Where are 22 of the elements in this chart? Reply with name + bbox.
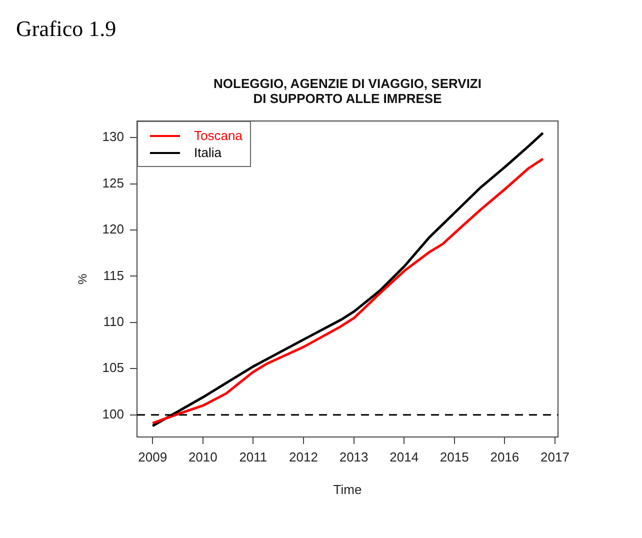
text: Grafico 1.9 [16, 16, 116, 42]
y-tick-label: 120 [102, 222, 124, 237]
x-tick-label: 2013 [339, 449, 368, 464]
y-tick-label: 100 [102, 406, 124, 422]
y-tick-label: 110 [103, 314, 124, 330]
y-axis-title: % [76, 273, 90, 284]
x-tick-label: 2014 [390, 449, 419, 464]
legend-label: Toscana [194, 127, 242, 144]
x-tick-label: 2012 [289, 449, 318, 464]
y-tick-label: 130 [102, 129, 124, 144]
x-tick-label: 2010 [188, 449, 218, 464]
legend-label: Italia [194, 144, 222, 161]
chart-title: NOLEGGIO, AGENZIE DI VIAGGIO, SERVIZI DI SUPPORTO ALLE IMPRESE [212, 76, 482, 106]
x-axis-title: Time [333, 482, 362, 497]
y-tick-label: 125 [102, 175, 124, 190]
x-tick-label: 2015 [440, 449, 469, 464]
y-tick-label: 115 [103, 268, 124, 283]
x-tick-label: 2009 [138, 449, 168, 464]
y-tick-label: 105 [102, 360, 124, 376]
x-tick-label: 2016 [490, 449, 520, 464]
x-tick-label: 2017 [540, 449, 570, 464]
x-tick-label: 2011 [239, 449, 268, 464]
